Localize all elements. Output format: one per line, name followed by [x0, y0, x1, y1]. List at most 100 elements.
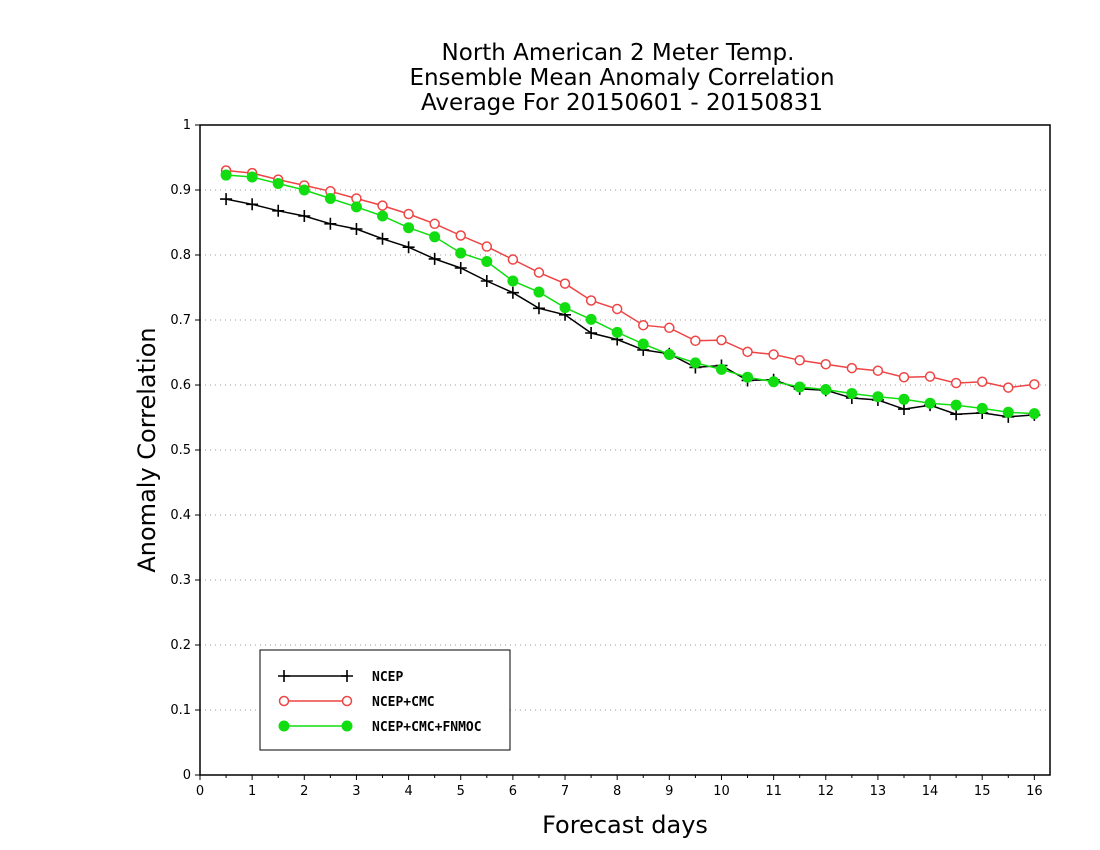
- data-point: [506, 286, 519, 299]
- data-point: [1003, 382, 1014, 393]
- x-tick-label: 13: [870, 784, 887, 799]
- data-point: [898, 393, 910, 405]
- data-point: [950, 399, 962, 411]
- data-point: [689, 357, 701, 369]
- data-point: [324, 217, 337, 230]
- data-point: [924, 371, 936, 382]
- y-tick-label: 0.7: [170, 313, 191, 328]
- legend-box: [259, 649, 511, 751]
- data-point: [638, 319, 649, 331]
- y-tick-label: 0.4: [170, 508, 191, 523]
- data-point: [507, 254, 519, 265]
- data-point: [324, 192, 336, 204]
- y-tick-label: 0.3: [170, 573, 191, 588]
- x-tick-label: 8: [613, 784, 621, 799]
- x-axis-ticks: 0 1 2 3 4 5 6 7 8 9 10 11 12 13 14 15 16: [196, 775, 1043, 799]
- data-point: [455, 247, 467, 259]
- data-point: [742, 346, 753, 358]
- data-point: [429, 218, 440, 230]
- data-point: [820, 358, 832, 370]
- series-ncep-cmc-fnmoc: [220, 169, 1040, 420]
- data-point: [846, 362, 858, 374]
- series-line: [225, 198, 1035, 418]
- x-tick-label: 16: [1026, 784, 1043, 799]
- data-point: [768, 376, 780, 388]
- data-point: [585, 327, 598, 339]
- data-point: [220, 169, 232, 181]
- x-tick-label: 3: [352, 784, 360, 799]
- x-tick-label: 5: [457, 784, 465, 799]
- data-point: [376, 232, 389, 245]
- data-point: [1002, 406, 1014, 418]
- series-line: [226, 174, 1035, 415]
- data-point: [716, 334, 727, 346]
- legend-label: NCEP+CMC+FNMOC: [372, 720, 482, 735]
- data-point: [559, 302, 571, 314]
- y-tick-label: 0.1: [170, 703, 191, 718]
- x-axis-title: Forecast days: [542, 811, 708, 839]
- x-tick-label: 7: [561, 784, 569, 799]
- data-point: [533, 267, 545, 278]
- data-point: [794, 355, 805, 366]
- data-point: [872, 391, 884, 403]
- data-point: [664, 322, 675, 334]
- x-tick-label: 11: [765, 784, 782, 799]
- data-point: [402, 241, 415, 254]
- data-point: [611, 326, 623, 338]
- series-ncep: [220, 193, 1041, 423]
- data-point: [220, 193, 233, 206]
- data-point: [820, 384, 832, 396]
- data-point: [428, 252, 441, 265]
- legend-marker: [278, 720, 290, 732]
- series-ncep-cmc: [220, 165, 1040, 393]
- data-point: [532, 302, 545, 315]
- data-point: [637, 338, 649, 350]
- legend-marker: [278, 670, 290, 682]
- data-point: [690, 335, 701, 347]
- data-point: [611, 303, 623, 315]
- legend: NCEP NCEP+CMC NCEP+CMC+FNMOC: [259, 649, 511, 751]
- x-tick-label: 9: [665, 784, 673, 799]
- x-tick-label: 2: [300, 784, 308, 799]
- data-point: [480, 275, 493, 287]
- legend-marker: [341, 670, 353, 682]
- data-point: [272, 204, 285, 217]
- data-point: [481, 256, 493, 267]
- data-point: [794, 381, 806, 393]
- x-tick-label: 0: [196, 784, 204, 799]
- data-point: [377, 210, 389, 222]
- legend-label: NCEP+CMC: [372, 695, 435, 710]
- data-point: [950, 377, 962, 389]
- data-point: [585, 313, 597, 325]
- data-point: [976, 402, 988, 414]
- data-point: [1028, 408, 1040, 420]
- series-line: [226, 169, 1035, 389]
- y-tick-label: 1: [183, 118, 191, 133]
- data-point: [768, 349, 779, 360]
- y-axis-title: Anomaly Correlation: [133, 327, 161, 572]
- data-point: [298, 184, 310, 196]
- y-tick-label: 0.8: [170, 248, 191, 263]
- data-point: [507, 275, 519, 287]
- data-point: [872, 365, 884, 376]
- data-point: [377, 200, 388, 211]
- chart-title-line-1: North American 2 Meter Temp.: [442, 40, 795, 66]
- data-point: [715, 363, 727, 375]
- data-point: [559, 278, 571, 289]
- y-tick-label: 0.2: [170, 638, 191, 653]
- x-tick-label: 4: [404, 784, 412, 799]
- data-point: [429, 231, 441, 243]
- data-point: [403, 222, 415, 234]
- data-point: [663, 348, 675, 360]
- x-tick-label: 12: [817, 784, 834, 799]
- data-point: [846, 387, 858, 399]
- x-tick-label: 6: [509, 784, 517, 799]
- gridlines: [200, 189, 1050, 711]
- y-tick-label: 0.5: [170, 443, 191, 458]
- y-tick-label: 0.6: [170, 378, 191, 393]
- y-tick-label: 0.9: [170, 183, 191, 198]
- data-point: [742, 371, 754, 383]
- data-point: [976, 376, 988, 387]
- y-tick-label: 0: [183, 768, 191, 783]
- data-point: [246, 171, 258, 183]
